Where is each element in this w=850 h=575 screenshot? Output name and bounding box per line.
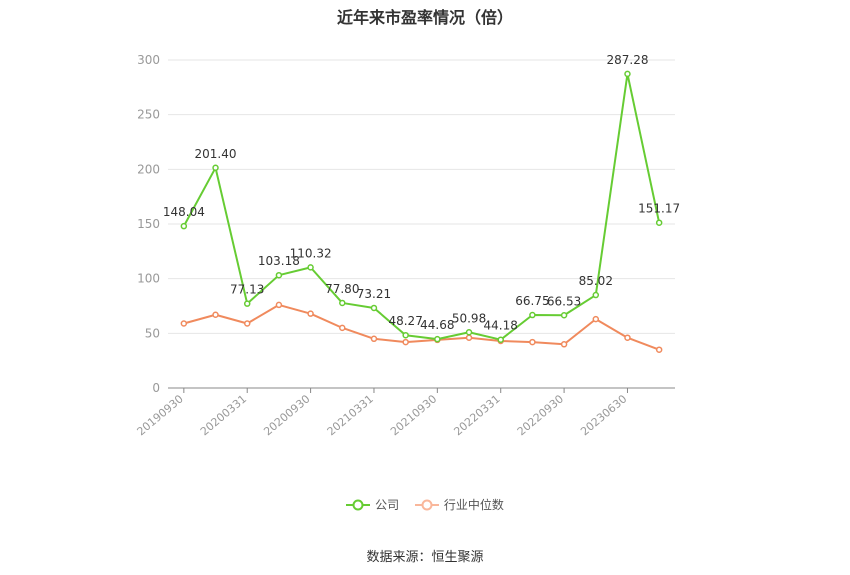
chart-title: 近年来市盈率情况（倍） bbox=[336, 8, 513, 27]
series-point-industry bbox=[655, 346, 663, 353]
legend-label-industry: 行业中位数 bbox=[443, 498, 504, 512]
series-point-industry bbox=[243, 320, 251, 327]
series-point-industry bbox=[370, 335, 378, 343]
series-point-industry bbox=[275, 301, 283, 309]
data-label: 44.18 bbox=[484, 319, 518, 333]
series-point-industry bbox=[339, 324, 346, 332]
y-tick-label: 50 bbox=[145, 326, 160, 340]
y-tick-label: 100 bbox=[137, 272, 160, 286]
series-point-company bbox=[592, 291, 600, 299]
data-label: 201.40 bbox=[195, 147, 237, 161]
series-point-industry bbox=[212, 311, 219, 318]
legend-marker-industry bbox=[414, 499, 439, 510]
series-point-company bbox=[624, 70, 631, 78]
series-line-company bbox=[182, 72, 661, 341]
grid-lines bbox=[168, 59, 675, 334]
data-label: 110.32 bbox=[290, 246, 332, 260]
legend-label-company: 公司 bbox=[375, 498, 400, 512]
series-point-company bbox=[212, 164, 219, 172]
series-line-industry bbox=[183, 303, 660, 351]
x-tick-label: 20220331 bbox=[451, 392, 502, 438]
series-point-industry bbox=[560, 341, 568, 348]
series-point-company bbox=[243, 300, 251, 307]
data-label: 50.98 bbox=[452, 311, 486, 325]
data-label: 287.28 bbox=[606, 53, 648, 67]
series-point-company bbox=[339, 299, 346, 307]
data-label: 44.68 bbox=[420, 318, 454, 332]
data-label: 73.21 bbox=[357, 287, 391, 301]
series-point-company bbox=[560, 312, 568, 319]
series-point-company bbox=[655, 219, 663, 226]
y-axis: 0 50 100 150 200 250 300 bbox=[137, 53, 160, 395]
y-tick-label: 150 bbox=[137, 217, 160, 231]
x-tick-label: 20230630 bbox=[578, 392, 629, 438]
x-tick-label: 20210331 bbox=[325, 392, 376, 438]
x-tick-label: 20210930 bbox=[388, 392, 439, 438]
data-label: 77.80 bbox=[325, 282, 359, 296]
series-point-company bbox=[370, 304, 378, 312]
series-point-company bbox=[497, 336, 504, 343]
series-point-industry bbox=[402, 338, 409, 346]
data-label: 85.02 bbox=[579, 274, 613, 288]
data-label: 66.53 bbox=[547, 294, 581, 308]
series-point-industry bbox=[307, 310, 314, 317]
series-point-industry bbox=[465, 334, 473, 341]
series-point-company bbox=[434, 335, 441, 343]
series-point-company bbox=[402, 331, 409, 339]
series-point-industry bbox=[180, 320, 188, 327]
legend-item-industry[interactable]: 行业中位数 bbox=[414, 496, 504, 513]
legend-item-company[interactable]: 公司 bbox=[346, 496, 399, 513]
data-label: 48.27 bbox=[388, 314, 422, 328]
y-tick-label: 200 bbox=[137, 162, 160, 176]
series-point-industry bbox=[592, 315, 600, 323]
x-axis: 20190930 20200331 20200930 20210331 20210930… bbox=[135, 387, 675, 438]
data-label: 151.17 bbox=[638, 202, 680, 216]
series-point-company bbox=[180, 222, 188, 230]
x-tick-label: 20200331 bbox=[198, 392, 249, 438]
x-tick-label: 20220930 bbox=[515, 392, 566, 438]
series-point-company bbox=[465, 329, 473, 336]
series-point-company bbox=[529, 311, 536, 319]
y-tick-label: 250 bbox=[137, 108, 160, 122]
legend-marker-company bbox=[346, 499, 371, 510]
series bbox=[180, 70, 663, 353]
data-label: 66.75 bbox=[515, 294, 549, 308]
data-label: 148.04 bbox=[163, 205, 205, 219]
series-point-industry bbox=[529, 338, 536, 346]
y-tick-label: 0 bbox=[152, 381, 160, 395]
series-point-company bbox=[307, 264, 314, 271]
source-note: 数据来源：恒生聚源 bbox=[366, 550, 484, 565]
y-tick-label: 300 bbox=[137, 53, 160, 67]
x-tick-label: 20190930 bbox=[135, 392, 186, 438]
series-point-industry bbox=[624, 334, 631, 341]
x-tick-label: 20200930 bbox=[261, 392, 312, 438]
legend: 公司 行业中位数 bbox=[0, 496, 850, 514]
data-label: 77.13 bbox=[230, 283, 264, 297]
series-point-company bbox=[275, 271, 283, 279]
data-label: 103.18 bbox=[258, 254, 300, 268]
